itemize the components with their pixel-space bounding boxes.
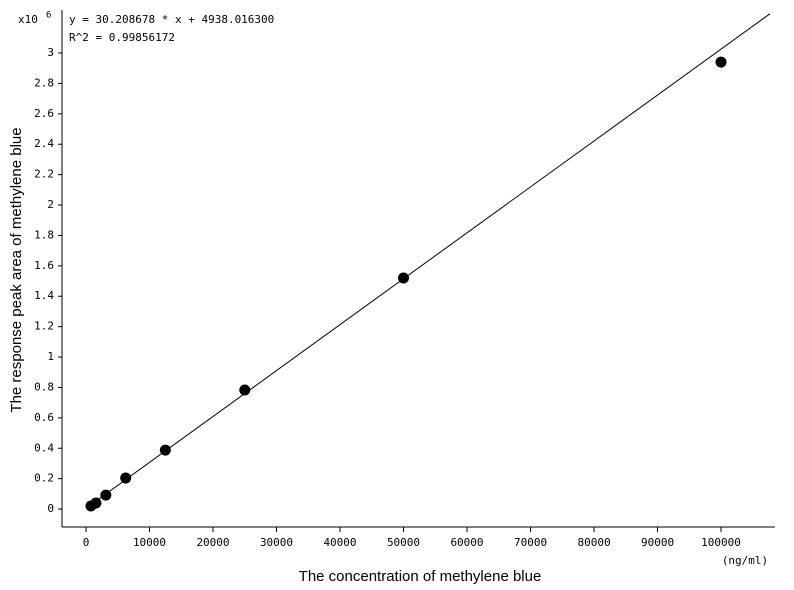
y-tick-label: 0.6 — [34, 411, 54, 424]
data-point — [120, 472, 132, 484]
data-point — [90, 497, 102, 509]
x-tick-label: 80000 — [577, 536, 610, 549]
data-point — [100, 489, 112, 501]
fit-line — [85, 13, 771, 509]
y-tick-label: 2.6 — [34, 107, 54, 120]
x-unit: (ng/ml) — [722, 554, 768, 567]
r-squared: R^2 = 0.99856172 — [69, 31, 175, 44]
y-axis-label: The response peak area of methylene blue — [8, 127, 25, 412]
y-tick-label: 0.2 — [34, 472, 54, 485]
y-tick-label: 1.4 — [34, 289, 54, 302]
data-point — [715, 56, 727, 68]
y-tick-label: 1 — [47, 350, 54, 363]
x-axis-label: The concentration of methylene blue — [299, 568, 542, 585]
axis-multiplier: x10 — [18, 13, 38, 26]
y-tick-label: 2.4 — [34, 137, 54, 150]
data-point — [398, 272, 410, 284]
x-tick-label: 40000 — [323, 536, 356, 549]
data-point — [159, 444, 171, 456]
y-tick-label: 2.2 — [34, 168, 54, 181]
y-tick-label: 1.8 — [34, 228, 54, 241]
x-tick-label: 0 — [83, 536, 90, 549]
x-tick-label: 60000 — [450, 536, 483, 549]
y-tick-label: 2.8 — [34, 76, 54, 89]
x-tick-label: 90000 — [641, 536, 674, 549]
equation: y = 30.208678 * x + 4938.016300 — [69, 13, 274, 26]
y-tick-label: 2 — [47, 198, 54, 211]
y-tick-label: 1.6 — [34, 259, 54, 272]
y-tick-label: 0.8 — [34, 380, 54, 393]
axis-multiplier-exp: 6 — [46, 11, 51, 21]
y-tick-label: 3 — [47, 46, 54, 59]
data-point — [239, 384, 251, 396]
y-tick-label: 0.4 — [34, 441, 54, 454]
y-tick-label: 1.2 — [34, 320, 54, 333]
y-tick-label: 0 — [47, 502, 54, 515]
x-tick-label: 30000 — [260, 536, 293, 549]
x-tick-label: 50000 — [387, 536, 420, 549]
x-tick-label: 10000 — [133, 536, 166, 549]
x-tick-label: 70000 — [514, 536, 547, 549]
x-tick-label: 20000 — [196, 536, 229, 549]
x-tick-label: 100000 — [701, 536, 741, 549]
